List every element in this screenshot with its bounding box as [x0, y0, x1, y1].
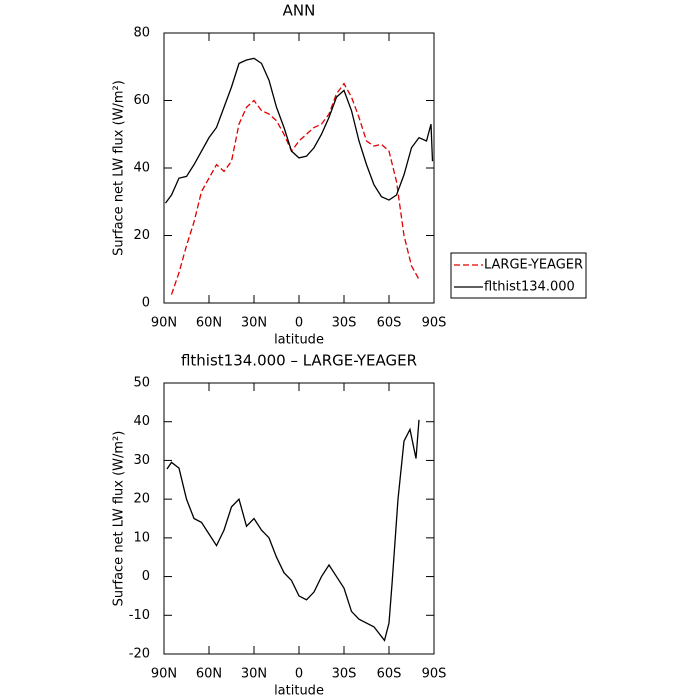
data-line — [170, 82, 420, 295]
y-tick-label: 0 — [142, 569, 150, 584]
x-tick-label: 30S — [332, 667, 357, 682]
y-tick-label: -10 — [129, 608, 150, 623]
y-tick-label: 50 — [133, 376, 150, 391]
y-tick-label: 30 — [133, 453, 150, 468]
y-tick-label: -20 — [129, 647, 150, 662]
x-tick-label: 60S — [377, 667, 402, 682]
x-tick-label: 60N — [196, 667, 222, 682]
data-line — [166, 419, 420, 642]
legend-label: LARGE-YEAGER — [484, 258, 583, 273]
y-tick-label: 20 — [133, 228, 150, 243]
x-tick-label: 90S — [422, 667, 447, 682]
x-tick-label: 60N — [196, 316, 222, 331]
y-tick-label: 20 — [133, 492, 150, 507]
y-tick-label: 40 — [133, 161, 150, 176]
x-tick-label: 0 — [295, 316, 303, 331]
x-tick-label: 0 — [295, 667, 303, 682]
x-tick-label: 30N — [241, 316, 267, 331]
chart-title: flthist134.000 – LARGE-YEAGER — [181, 352, 417, 370]
plot-frame — [163, 382, 435, 655]
y-tick-label: 0 — [142, 296, 150, 311]
chart-title: ANN — [283, 2, 316, 20]
data-line — [164, 57, 434, 204]
x-tick-label: 90N — [151, 667, 177, 682]
y-tick-label: 10 — [133, 530, 150, 545]
y-axis-label: Surface net LW flux (W/m²) — [112, 431, 127, 607]
y-tick-label: 60 — [133, 93, 150, 108]
x-tick-label: 60S — [377, 316, 402, 331]
x-axis-label: latitude — [274, 684, 324, 699]
legend-label: flthist134.000 — [484, 280, 575, 295]
y-tick-label: 80 — [133, 26, 150, 41]
y-axis-label: Surface net LW flux (W/m²) — [112, 80, 127, 256]
x-axis-label: latitude — [274, 333, 324, 348]
legend-box — [450, 252, 587, 299]
x-tick-label: 30S — [332, 316, 357, 331]
x-tick-label: 90N — [151, 316, 177, 331]
y-tick-label: 40 — [133, 414, 150, 429]
x-tick-label: 90S — [422, 316, 447, 331]
x-tick-label: 30N — [241, 667, 267, 682]
